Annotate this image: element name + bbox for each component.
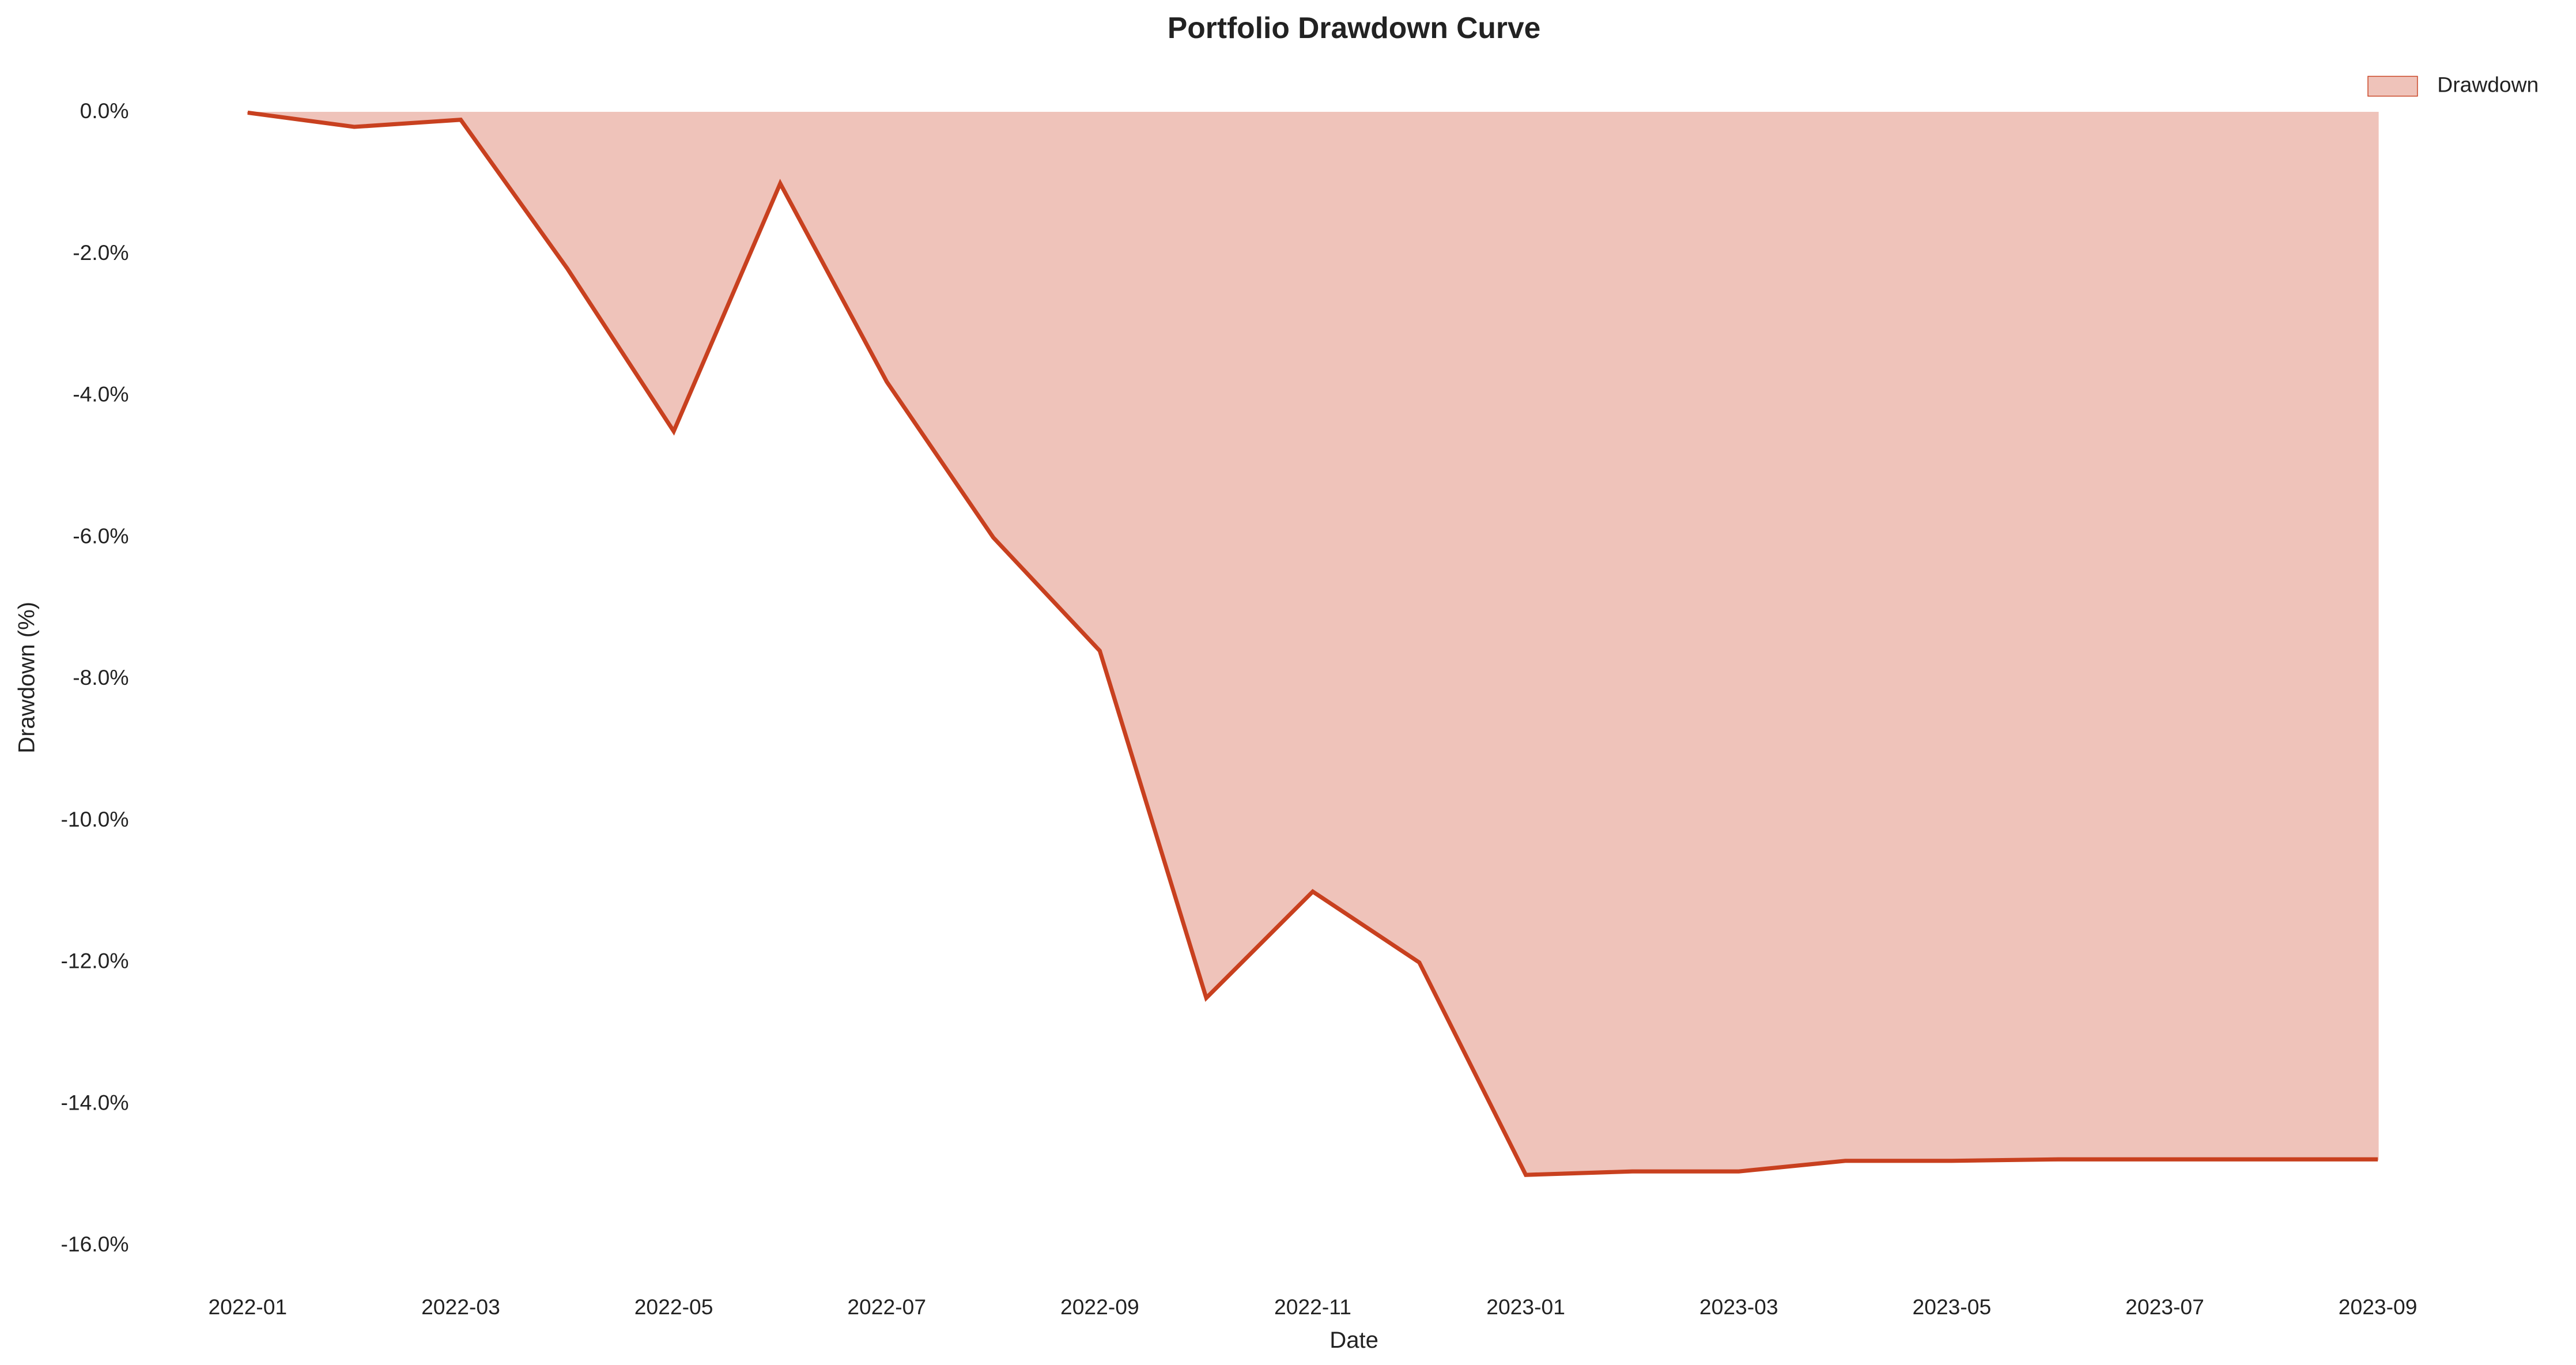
x-tick-label: 2022-07 [847,1295,926,1319]
line [247,110,2378,1177]
y-tick-label: -8.0% [73,665,129,689]
x-tick-label: 2022-11 [1274,1295,1351,1319]
x-tick-label: 2023-01 [1486,1295,1565,1319]
x-tick-label: 2023-09 [2339,1295,2418,1319]
y-tick-label: -4.0% [73,382,129,406]
chart-title: Portfolio Drawdown Curve [1168,11,1540,44]
x-tick-label: 2023-05 [1913,1295,1992,1319]
x-tick-label: 2022-05 [634,1295,713,1319]
x-tick-label: 2022-03 [421,1295,500,1319]
x-axis-label: Date [1329,1328,1378,1353]
y-axis-label: Drawdown (%) [14,602,39,753]
y-tick-label: -6.0% [73,523,129,548]
legend-label: Drawdown [2437,72,2539,96]
x-tick-label: 2023-03 [1699,1295,1778,1319]
y-tick-label: -16.0% [61,1232,129,1256]
y-tick-label: 0.0% [80,99,129,123]
y-tick-label: -2.0% [73,240,129,265]
x-tick-label: 2022-01 [208,1295,287,1319]
y-tick-label: -10.0% [61,807,129,831]
x-tick-label: 2023-07 [2125,1295,2204,1319]
y-tick-label: -12.0% [61,949,129,973]
legend-swatch [2367,76,2418,97]
y-tick-label: -14.0% [61,1090,129,1114]
x-tick-label: 2022-09 [1060,1295,1139,1319]
